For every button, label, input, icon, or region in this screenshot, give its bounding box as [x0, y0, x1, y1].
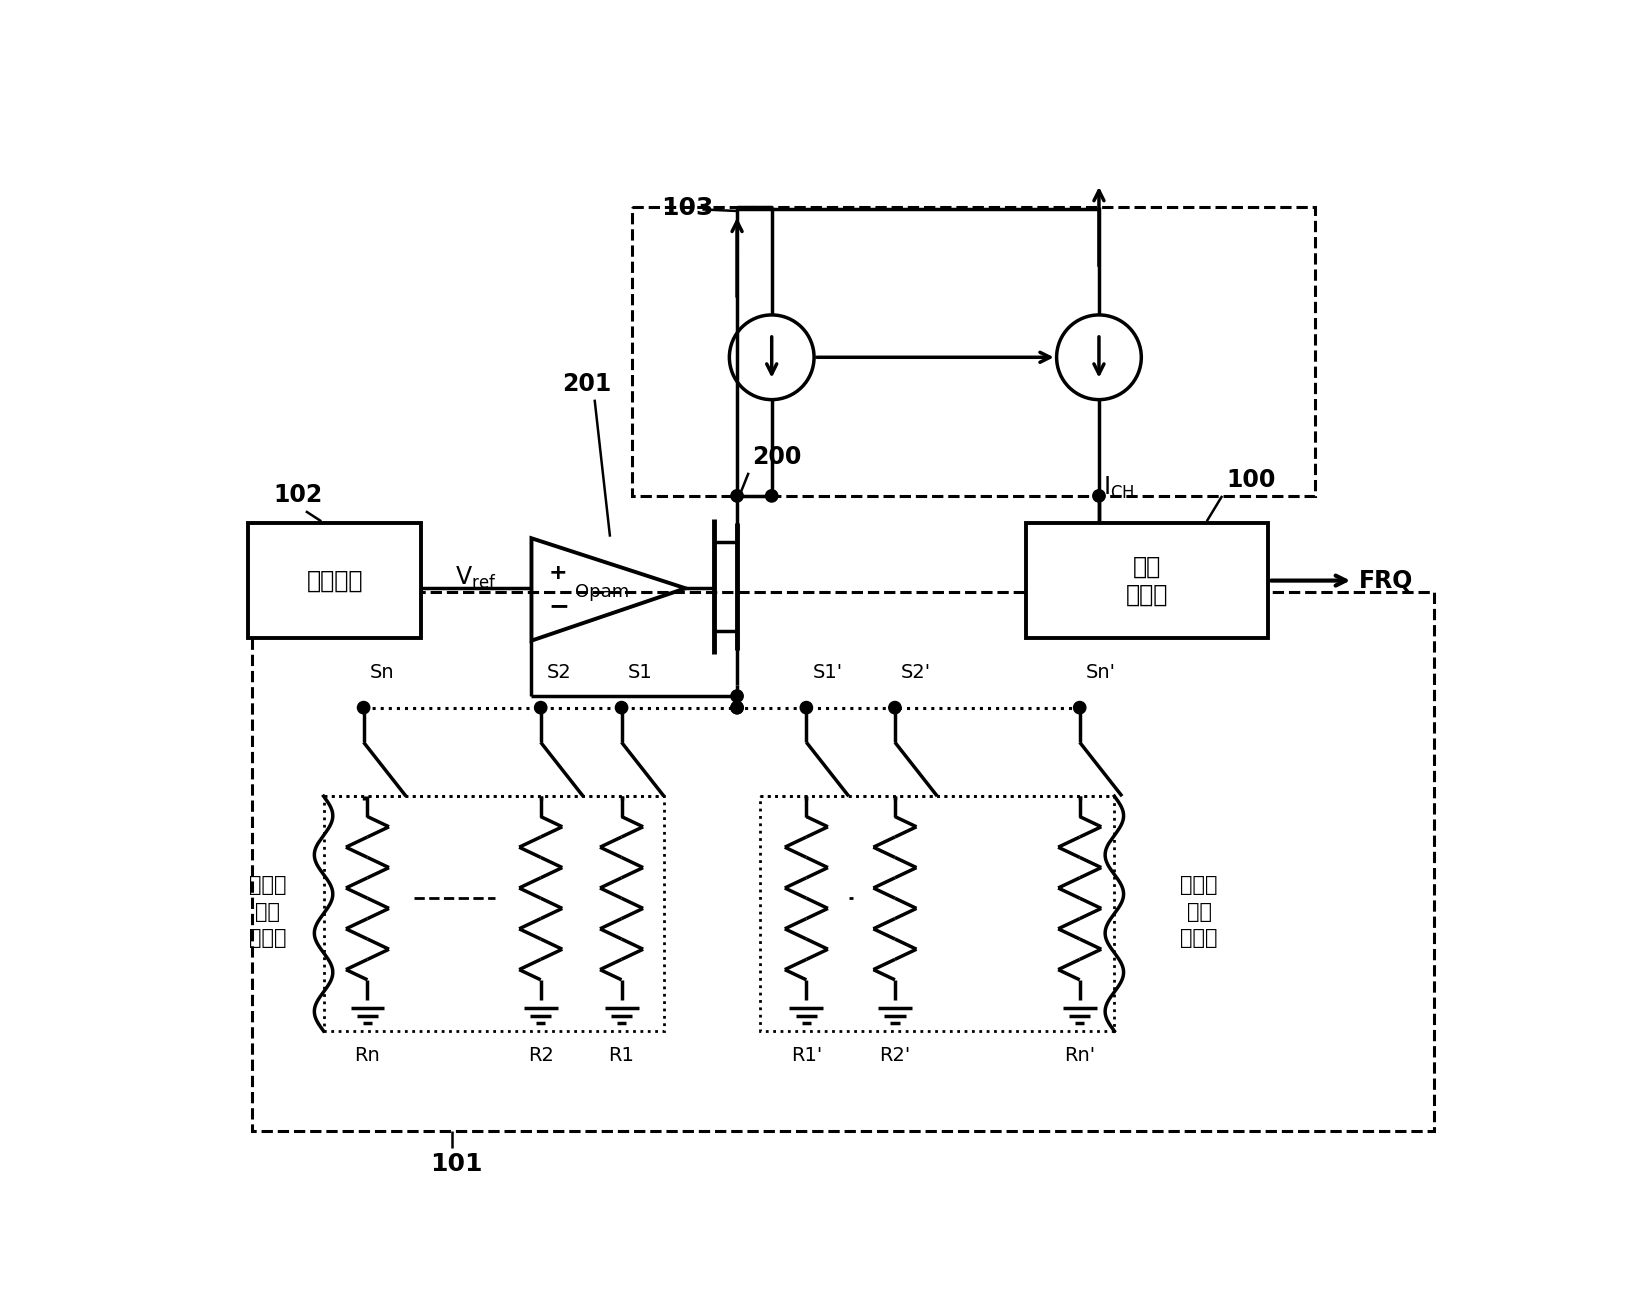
Text: S1: S1	[628, 664, 653, 682]
Bar	[1026, 522, 1269, 639]
Text: 100: 100	[1226, 469, 1276, 492]
Text: FRQ: FRQ	[1360, 568, 1414, 593]
Text: 103: 103	[661, 195, 713, 220]
Text: R2: R2	[528, 1046, 554, 1066]
Text: S2': S2'	[901, 664, 931, 682]
Text: 102: 102	[273, 483, 322, 508]
Text: 负温度
系数
电阻器: 负温度 系数 电阻器	[1180, 876, 1218, 948]
Text: R1: R1	[608, 1046, 635, 1066]
Circle shape	[1093, 490, 1105, 503]
Text: +: +	[549, 563, 567, 583]
Text: 张弛
振荡器: 张弛 振荡器	[1126, 555, 1169, 606]
Circle shape	[1074, 702, 1087, 713]
Text: R2': R2'	[880, 1046, 911, 1066]
Circle shape	[357, 702, 370, 713]
Circle shape	[534, 702, 547, 713]
Bar	[252, 592, 1434, 1131]
Text: Sn': Sn'	[1087, 664, 1116, 682]
Circle shape	[801, 702, 812, 713]
Text: Rn: Rn	[355, 1046, 380, 1066]
Text: 200: 200	[753, 445, 802, 469]
Bar	[631, 207, 1315, 496]
Circle shape	[615, 702, 628, 713]
Text: Rn': Rn'	[1064, 1046, 1095, 1066]
Text: −: −	[547, 594, 569, 618]
Text: Opam: Opam	[575, 583, 630, 601]
Text: 201: 201	[562, 372, 612, 395]
Circle shape	[732, 702, 743, 713]
Circle shape	[732, 490, 743, 503]
Circle shape	[889, 702, 901, 713]
Text: R1': R1'	[791, 1046, 822, 1066]
Bar	[324, 796, 664, 1031]
Text: I$_{\mathrm{CH}}$: I$_{\mathrm{CH}}$	[1103, 475, 1134, 501]
Text: S2: S2	[547, 664, 572, 682]
Bar	[248, 522, 421, 639]
Text: Sn: Sn	[370, 664, 395, 682]
Circle shape	[732, 702, 743, 713]
Circle shape	[766, 490, 778, 503]
Text: V$_{\mathrm{ref}}$: V$_{\mathrm{ref}}$	[454, 565, 496, 592]
Circle shape	[732, 690, 743, 702]
Text: 正温度
系数
电阻器: 正温度 系数 电阻器	[248, 876, 286, 948]
Bar	[760, 796, 1115, 1031]
Text: S1': S1'	[812, 664, 843, 682]
Text: 带隙电路: 带隙电路	[306, 568, 363, 593]
Text: 101: 101	[429, 1152, 482, 1175]
